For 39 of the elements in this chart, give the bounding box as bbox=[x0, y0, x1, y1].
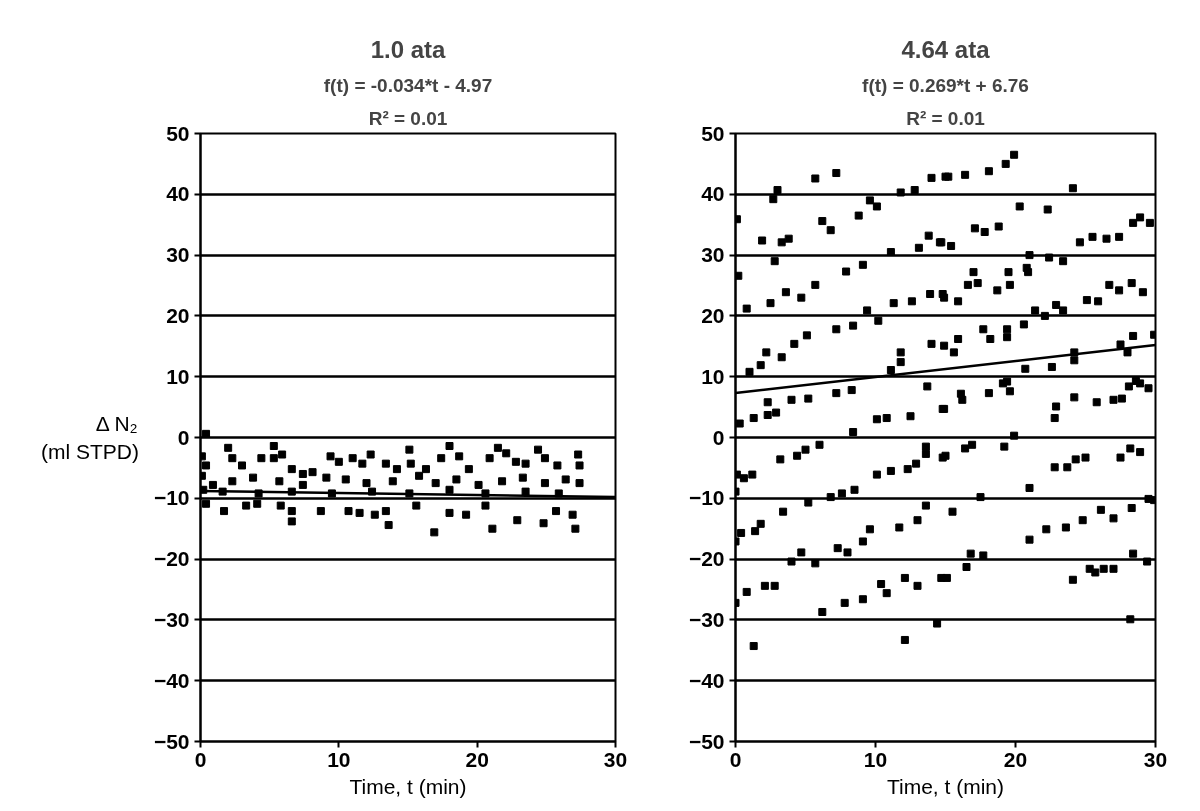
y-tick-label: 20 bbox=[166, 303, 190, 327]
y-tick-label: 20 bbox=[701, 303, 725, 327]
y-tick-label: −20 bbox=[688, 547, 725, 571]
y-tick-label: 0 bbox=[177, 425, 190, 449]
y-tick-label: 10 bbox=[701, 364, 725, 388]
y-tick-label: 30 bbox=[166, 243, 190, 267]
y-tick-label: 40 bbox=[701, 182, 725, 206]
y-tick-label: 0 bbox=[712, 425, 725, 449]
x-tick-label: 10 bbox=[863, 747, 888, 771]
y-tick-label: 50 bbox=[166, 121, 190, 145]
x-axis-title: Time, t (min) bbox=[349, 774, 467, 798]
x-tick-label: 0 bbox=[194, 747, 207, 771]
x-tick-label: 0 bbox=[729, 747, 742, 771]
y-tick-label: 30 bbox=[701, 243, 725, 267]
text: R² = 0.01 bbox=[368, 107, 448, 129]
y-tick-label: −10 bbox=[688, 486, 725, 510]
y-tick-label: −10 bbox=[153, 486, 190, 510]
x-tick-label: 30 bbox=[603, 747, 628, 771]
y-tick-label: 50 bbox=[701, 121, 725, 145]
y-axis-title: Δ N₂ (ml STPD) bbox=[40, 412, 139, 463]
y-tick-label: −50 bbox=[688, 729, 725, 753]
chart-subtitle: f(t) = -0.034*t - 4.97 bbox=[323, 74, 493, 96]
y-tick-label: −50 bbox=[153, 729, 190, 753]
y-tick-label: 40 bbox=[166, 182, 190, 206]
x-tick-label: 20 bbox=[1003, 747, 1028, 771]
chart-title: 1.0 ata bbox=[370, 35, 447, 63]
y-tick-label: −30 bbox=[688, 607, 725, 631]
chart-title: 4.64 ata bbox=[901, 35, 991, 63]
x-tick-label: 20 bbox=[465, 747, 489, 771]
text: R² = 0.01 bbox=[906, 107, 986, 129]
y-tick-label: −40 bbox=[688, 668, 725, 692]
y-tick-label: 10 bbox=[166, 364, 190, 388]
x-axis-title: Time, t (min) bbox=[886, 774, 1005, 798]
y-tick-label: −30 bbox=[153, 607, 190, 631]
y-tick-label: −20 bbox=[153, 547, 190, 571]
x-tick-label: 10 bbox=[327, 747, 351, 771]
chart-subtitle: f(t) = 0.269*t + 6.76 bbox=[862, 74, 1029, 96]
x-tick-label: 30 bbox=[1143, 747, 1168, 771]
y-tick-label: −40 bbox=[153, 668, 190, 692]
